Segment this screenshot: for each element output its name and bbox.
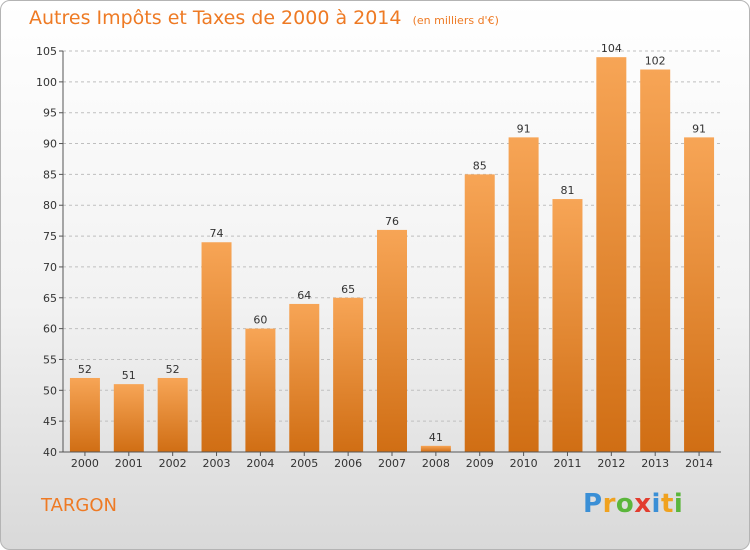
bar-value-label: 74 [210, 227, 224, 240]
y-tick-label: 65 [43, 292, 57, 305]
x-tick-label: 2011 [553, 457, 581, 470]
commune-name: TARGON [41, 495, 117, 516]
y-tick-label: 50 [43, 384, 57, 397]
y-tick-label: 95 [43, 107, 57, 120]
x-tick-label: 2013 [641, 457, 669, 470]
x-tick-label: 2008 [422, 457, 450, 470]
logo-letter: i [673, 489, 684, 519]
y-tick-label: 90 [43, 138, 57, 151]
bar-value-label: 85 [473, 159, 487, 172]
x-tick-label: 2004 [246, 457, 274, 470]
chart-title-block: Autres Impôts et Taxes de 2000 à 2014 (e… [29, 7, 499, 29]
y-tick-label: 80 [43, 199, 57, 212]
bar [377, 229, 407, 452]
bar [245, 328, 276, 452]
bar-value-label: 51 [122, 369, 136, 382]
bar [508, 137, 539, 452]
bars: 52 51 52 74 60 64 65 76 41 85 91 81 104 102 91 [69, 42, 715, 453]
x-tick-label: 2002 [159, 457, 187, 470]
x-tick-label: 2006 [334, 457, 362, 470]
y-tick-label: 75 [43, 230, 57, 243]
logo-letter: o [615, 489, 635, 519]
bar-value-label: 76 [385, 215, 399, 228]
y-tick-label: 100 [36, 76, 57, 89]
y-axis: 40 45 50 55 60 65 70 75 80 85 90 95 100 105 [36, 45, 64, 459]
y-tick-label: 70 [43, 261, 57, 274]
bar-value-label: 91 [692, 122, 706, 135]
x-tick-label: 2010 [510, 457, 538, 470]
bar [113, 384, 144, 452]
proxiti-logo[interactable]: Proxiti [583, 489, 683, 519]
y-tick-label: 60 [43, 323, 57, 336]
x-tick-label: 2001 [115, 457, 143, 470]
bar [420, 445, 451, 452]
bar-value-label: 52 [166, 363, 180, 376]
x-tick-label: 2014 [685, 457, 713, 470]
bar [333, 297, 364, 452]
bar [596, 57, 627, 453]
x-tick-label: 2005 [290, 457, 318, 470]
chart-subtitle: (en milliers d'€) [412, 14, 499, 27]
bar-value-label: 41 [429, 431, 443, 444]
bar-value-label: 104 [601, 42, 622, 55]
logo-letter: t [660, 489, 674, 519]
logo-letter: P [583, 489, 603, 519]
x-tick-label: 2012 [597, 457, 625, 470]
bar-value-label: 102 [645, 55, 666, 68]
y-tick-label: 85 [43, 168, 57, 181]
logo-letter: r [602, 489, 616, 519]
x-tick-label: 2003 [203, 457, 231, 470]
bar [69, 377, 100, 452]
bar [289, 303, 320, 452]
x-tick-label: 2000 [71, 457, 99, 470]
bar-value-label: 64 [297, 289, 311, 302]
bar [157, 377, 188, 452]
bar-value-label: 81 [560, 184, 574, 197]
bar [201, 242, 232, 452]
bar-value-label: 60 [253, 314, 267, 327]
bar-value-label: 65 [341, 283, 355, 296]
bar [552, 199, 583, 452]
logo-letter: i [651, 489, 661, 519]
y-tick-label: 105 [36, 45, 57, 58]
logo-letter: x [634, 489, 652, 519]
y-tick-label: 40 [43, 446, 57, 459]
bar [640, 69, 671, 452]
bar-value-label: 52 [78, 363, 92, 376]
chart-title: Autres Impôts et Taxes de 2000 à 2014 [29, 7, 402, 29]
x-axis: 2000 2001 2002 2003 2004 2005 2006 2007 2008 2009… [63, 451, 721, 470]
y-tick-label: 45 [43, 415, 57, 428]
y-tick-label: 55 [43, 353, 57, 366]
bar [684, 137, 715, 452]
x-tick-label: 2007 [378, 457, 406, 470]
bar [464, 174, 495, 452]
x-tick-label: 2009 [466, 457, 494, 470]
bar-value-label: 91 [517, 122, 531, 135]
